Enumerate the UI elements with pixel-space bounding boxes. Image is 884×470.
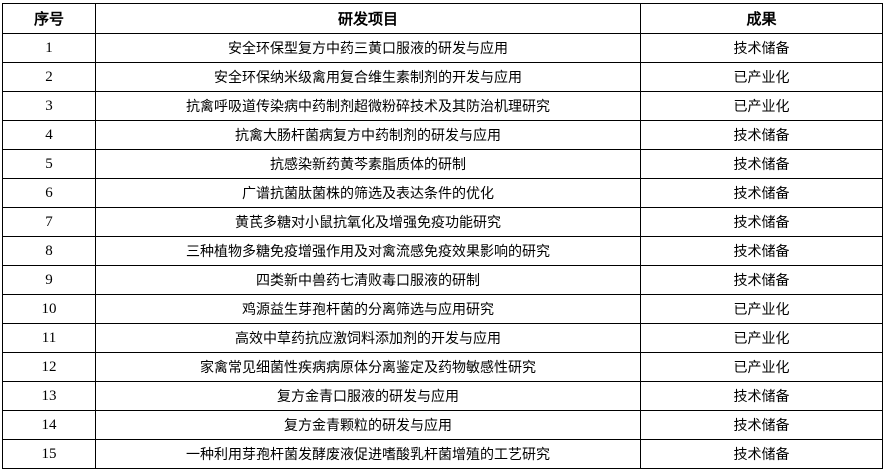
row-number: 13 bbox=[2, 381, 96, 411]
project-name: 黄芪多糖对小鼠抗氧化及增强免疫功能研究 bbox=[95, 207, 641, 237]
result-status: 已产业化 bbox=[640, 294, 883, 324]
project-name: 复方金青口服液的研发与应用 bbox=[95, 381, 641, 411]
header-number: 序号 bbox=[2, 3, 96, 34]
project-name: 三种植物多糖免疫增强作用及对禽流感免疫效果影响的研究 bbox=[95, 236, 641, 266]
table-row: 10 鸡源益生芽孢杆菌的分离筛选与应用研究 已产业化 bbox=[2, 294, 883, 324]
row-number: 15 bbox=[2, 439, 96, 469]
table-row: 7 黄芪多糖对小鼠抗氧化及增强免疫功能研究 技术储备 bbox=[2, 207, 883, 237]
project-name: 高效中草药抗应激饲料添加剂的开发与应用 bbox=[95, 323, 641, 353]
row-number: 7 bbox=[2, 207, 96, 237]
table-row: 11 高效中草药抗应激饲料添加剂的开发与应用 已产业化 bbox=[2, 323, 883, 353]
table-row: 9 四类新中兽药七清败毒口服液的研制 技术储备 bbox=[2, 265, 883, 295]
result-status: 技术储备 bbox=[640, 207, 883, 237]
project-name: 抗感染新药黄芩素脂质体的研制 bbox=[95, 149, 641, 179]
row-number: 8 bbox=[2, 236, 96, 266]
result-status: 已产业化 bbox=[640, 91, 883, 121]
table-row: 15 一种利用芽孢杆菌发酵废液促进嗜酸乳杆菌增殖的工艺研究 技术储备 bbox=[2, 439, 883, 469]
header-project: 研发项目 bbox=[95, 3, 641, 34]
result-status: 技术储备 bbox=[640, 439, 883, 469]
result-status: 已产业化 bbox=[640, 352, 883, 382]
project-name: 抗禽呼吸道传染病中药制剂超微粉碎技术及其防治机理研究 bbox=[95, 91, 641, 121]
project-name: 安全环保纳米级禽用复合维生素制剂的开发与应用 bbox=[95, 62, 641, 92]
result-status: 技术储备 bbox=[640, 381, 883, 411]
project-name: 鸡源益生芽孢杆菌的分离筛选与应用研究 bbox=[95, 294, 641, 324]
row-number: 10 bbox=[2, 294, 96, 324]
result-status: 已产业化 bbox=[640, 62, 883, 92]
project-name: 四类新中兽药七清败毒口服液的研制 bbox=[95, 265, 641, 295]
row-number: 3 bbox=[2, 91, 96, 121]
result-status: 技术储备 bbox=[640, 265, 883, 295]
project-name: 一种利用芽孢杆菌发酵废液促进嗜酸乳杆菌增殖的工艺研究 bbox=[95, 439, 641, 469]
rd-projects-table: 序号 研发项目 成果 1 安全环保型复方中药三黄口服液的研发与应用 技术储备 2 安全环… bbox=[2, 3, 883, 469]
header-row: 序号 研发项目 成果 bbox=[2, 3, 883, 34]
result-status: 技术储备 bbox=[640, 178, 883, 208]
project-name: 广谱抗菌肽菌株的筛选及表达条件的优化 bbox=[95, 178, 641, 208]
table-row: 4 抗禽大肠杆菌病复方中药制剂的研发与应用 技术储备 bbox=[2, 120, 883, 150]
table-row: 5 抗感染新药黄芩素脂质体的研制 技术储备 bbox=[2, 149, 883, 179]
table-row: 3 抗禽呼吸道传染病中药制剂超微粉碎技术及其防治机理研究 已产业化 bbox=[2, 91, 883, 121]
result-status: 技术储备 bbox=[640, 120, 883, 150]
table-row: 12 家禽常见细菌性疾病病原体分离鉴定及药物敏感性研究 已产业化 bbox=[2, 352, 883, 382]
result-status: 技术储备 bbox=[640, 236, 883, 266]
project-name: 安全环保型复方中药三黄口服液的研发与应用 bbox=[95, 33, 641, 63]
row-number: 5 bbox=[2, 149, 96, 179]
row-number: 9 bbox=[2, 265, 96, 295]
table-row: 14 复方金青颗粒的研发与应用 技术储备 bbox=[2, 410, 883, 440]
row-number: 14 bbox=[2, 410, 96, 440]
row-number: 6 bbox=[2, 178, 96, 208]
result-status: 已产业化 bbox=[640, 323, 883, 353]
row-number: 11 bbox=[2, 323, 96, 353]
table-row: 13 复方金青口服液的研发与应用 技术储备 bbox=[2, 381, 883, 411]
table-row: 1 安全环保型复方中药三黄口服液的研发与应用 技术储备 bbox=[2, 33, 883, 63]
result-status: 技术储备 bbox=[640, 33, 883, 63]
table-row: 6 广谱抗菌肽菌株的筛选及表达条件的优化 技术储备 bbox=[2, 178, 883, 208]
project-name: 复方金青颗粒的研发与应用 bbox=[95, 410, 641, 440]
row-number: 2 bbox=[2, 62, 96, 92]
row-number: 1 bbox=[2, 33, 96, 63]
table-row: 8 三种植物多糖免疫增强作用及对禽流感免疫效果影响的研究 技术储备 bbox=[2, 236, 883, 266]
project-name: 抗禽大肠杆菌病复方中药制剂的研发与应用 bbox=[95, 120, 641, 150]
result-status: 技术储备 bbox=[640, 410, 883, 440]
project-name: 家禽常见细菌性疾病病原体分离鉴定及药物敏感性研究 bbox=[95, 352, 641, 382]
result-status: 技术储备 bbox=[640, 149, 883, 179]
header-result: 成果 bbox=[640, 3, 883, 34]
row-number: 12 bbox=[2, 352, 96, 382]
table-row: 2 安全环保纳米级禽用复合维生素制剂的开发与应用 已产业化 bbox=[2, 62, 883, 92]
row-number: 4 bbox=[2, 120, 96, 150]
